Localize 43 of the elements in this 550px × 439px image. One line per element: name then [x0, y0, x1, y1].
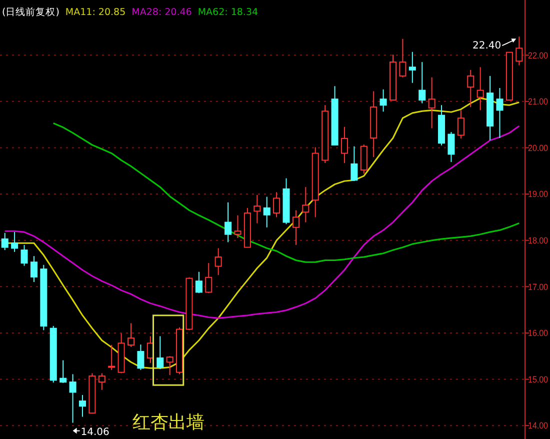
text: (日线前复权) — [2, 6, 60, 18]
candlestick — [322, 104, 329, 164]
y-tick-label: 16.00 — [528, 328, 550, 338]
annotation: 22.40 — [472, 40, 502, 52]
line-series — [4, 125, 520, 319]
y-tick-label: 15.00 — [528, 374, 550, 384]
candlestick — [292, 210, 300, 246]
y-tick-label: 20.00 — [528, 142, 550, 153]
text: MA62: 18.34 — [198, 7, 258, 18]
annotation: 红杏出墙 — [132, 412, 204, 433]
candlestick — [11, 232, 18, 252]
candlestick — [428, 76, 436, 129]
candlestick — [78, 394, 86, 418]
candlestick — [380, 88, 387, 112]
y-tick-label: 22.00 — [528, 50, 550, 60]
candlestick — [30, 256, 38, 283]
candlestick — [496, 87, 504, 138]
candlestick — [340, 126, 348, 164]
y-tick-label: 17.00 — [528, 282, 550, 292]
candlestick — [467, 69, 474, 108]
candlestick — [312, 146, 319, 218]
candlestick — [214, 248, 222, 276]
candlestick — [476, 66, 484, 111]
candlestick — [408, 51, 416, 84]
candlestick — [224, 202, 232, 243]
candlestick — [370, 90, 378, 158]
line-series — [52, 122, 520, 263]
y-tick-label: 19.00 — [528, 189, 550, 200]
y-tick-label: 14.00 — [528, 420, 550, 431]
candlestick — [69, 374, 76, 424]
y-tick-label: 18.00 — [528, 235, 550, 246]
candlestick — [302, 186, 310, 223]
text: MA11: 20.85 — [65, 7, 126, 18]
annotation: 14.06 — [80, 426, 110, 438]
candlestick — [263, 196, 270, 228]
candlestick — [418, 62, 426, 104]
candlestick — [254, 194, 261, 224]
text: MA28: 20.46 — [132, 7, 192, 18]
candlestick — [20, 244, 28, 266]
candlestick — [486, 75, 494, 141]
candlestick — [457, 110, 464, 139]
y-tick-label: 21.00 — [528, 96, 550, 107]
candlestick — [98, 372, 106, 390]
